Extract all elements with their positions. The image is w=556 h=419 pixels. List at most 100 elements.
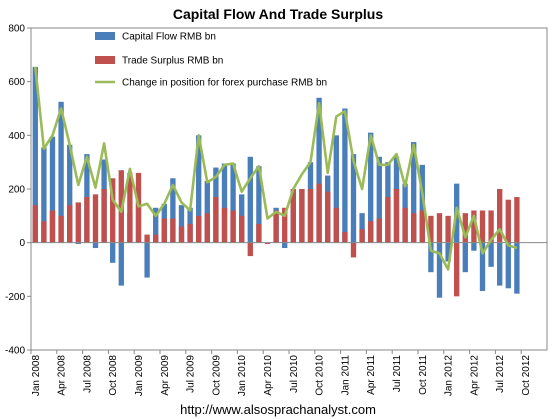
y-tick-label: -200 [5, 292, 25, 303]
bar-capital-flow [256, 166, 262, 243]
x-tick-label: Apr 2009 [160, 355, 171, 396]
bar-trade-surplus [41, 221, 47, 243]
bar-trade-surplus [350, 242, 357, 258]
bar-capital-flow [462, 242, 468, 273]
bar-trade-surplus [247, 242, 253, 257]
legend-label: Trade Surplus RMB bn [122, 56, 223, 67]
bar-trade-surplus [75, 202, 81, 243]
bar-trade-surplus [264, 242, 271, 245]
bar-capital-flow [49, 136, 56, 243]
bar-trade-surplus [230, 210, 236, 243]
bar-trade-surplus [178, 226, 185, 243]
forex-purchase-line [34, 66, 518, 271]
bar-trade-surplus [92, 194, 99, 243]
bar-capital-flow [178, 205, 185, 243]
x-tick-label: Jul 2011 [392, 355, 403, 393]
bar-trade-surplus [256, 223, 262, 243]
y-tick-label: 200 [8, 185, 25, 196]
x-tick-label: Apr 2008 [57, 355, 68, 396]
bar-capital-flow [230, 163, 236, 243]
bar-trade-surplus [213, 197, 219, 243]
bar-trade-surplus [402, 207, 408, 243]
chart-footer: http://www.alsosprachanalyst.com [180, 402, 376, 417]
legend-label: Change in position for forex purchase RM… [122, 78, 327, 89]
bar-capital-flow [333, 135, 339, 243]
bar-trade-surplus [419, 210, 425, 243]
bar-capital-flow [58, 101, 64, 243]
bar-trade-surplus [144, 234, 150, 243]
bar-capital-flow [282, 242, 288, 249]
bar-capital-flow [350, 154, 357, 243]
x-tick-label: Oct 2012 [521, 355, 532, 396]
bar-trade-surplus [204, 213, 210, 243]
bar-capital-flow [153, 207, 159, 243]
bar-trade-surplus [411, 213, 417, 243]
x-tick-label: Apr 2012 [469, 355, 480, 396]
bar-trade-surplus [282, 207, 288, 243]
bar-capital-flow [488, 242, 494, 267]
bar-capital-flow [514, 242, 520, 294]
bar-capital-flow [411, 142, 417, 243]
bar-capital-flow [204, 180, 210, 243]
bar-capital-flow [445, 242, 451, 262]
bar-capital-flow [196, 135, 202, 243]
bar-trade-surplus [454, 242, 460, 297]
bar-capital-flow [118, 242, 124, 286]
bar-capital-flow [342, 108, 348, 243]
bar-trade-surplus [497, 189, 503, 243]
bar-trade-surplus [428, 215, 434, 243]
bar-capital-flow [75, 242, 81, 245]
bar-capital-flow [497, 242, 503, 286]
bar-trade-surplus [505, 199, 511, 243]
bar-capital-flow [479, 242, 486, 291]
bar-trade-surplus [32, 205, 38, 243]
bar-capital-flow [32, 66, 38, 243]
bar-trade-surplus [58, 215, 64, 243]
x-tick-label: Jan 2008 [31, 355, 42, 397]
bar-capital-flow [505, 242, 511, 289]
bar-trade-surplus [110, 178, 116, 243]
bar-trade-surplus [127, 172, 133, 243]
bar-trade-surplus [393, 189, 400, 243]
bar-trade-surplus [333, 207, 339, 243]
bar-capital-flow [376, 156, 382, 243]
bar-trade-surplus [239, 215, 245, 243]
y-tick-label: 600 [8, 77, 25, 88]
y-axis: -400 -200 0 200 400 600 800 [5, 24, 31, 357]
x-tick-label: Jan 2011 [340, 355, 351, 396]
bar-trade-surplus [273, 210, 279, 243]
x-tick-label: Jul 2008 [82, 355, 93, 393]
bar-trade-surplus [196, 215, 202, 243]
bar-capital-flow [368, 132, 374, 243]
bar-trade-surplus [170, 218, 176, 243]
y-tick-label: 800 [8, 24, 25, 35]
bar-trade-surplus [325, 191, 331, 243]
bar-capital-flow [92, 242, 99, 249]
bar-capital-flow [247, 156, 253, 243]
bar-capital-flow [110, 242, 116, 263]
bar-capital-flow [359, 213, 365, 243]
x-tick-label: Oct 2009 [211, 355, 222, 396]
legend-label: Capital Flow RMB bn [122, 32, 216, 43]
y-tick-label: 0 [19, 238, 25, 249]
bar-capital-flow [471, 242, 477, 251]
bar-capital-flow [170, 178, 176, 243]
bar-trade-surplus [385, 197, 391, 243]
legend: Capital Flow RMB bn Trade Surplus RMB bn C… [95, 32, 327, 89]
bar-trade-surplus [161, 218, 167, 243]
plot-frame [30, 27, 548, 351]
bar-capital-flow [428, 242, 434, 273]
legend-swatch [95, 56, 115, 64]
bar-trade-surplus [67, 205, 73, 243]
x-tick-label: Jan 2009 [134, 355, 145, 397]
bar-capital-flow [67, 144, 73, 243]
bar-capital-flow [221, 163, 228, 243]
bar-trade-surplus [445, 215, 451, 243]
chart-title: Capital Flow And Trade Surplus [173, 6, 383, 22]
bar-trade-surplus [514, 197, 520, 243]
bar-trade-surplus [471, 210, 477, 243]
x-tick-label: Jul 2012 [495, 355, 506, 393]
bar-trade-surplus [479, 210, 486, 243]
bar-trade-surplus [135, 172, 142, 243]
